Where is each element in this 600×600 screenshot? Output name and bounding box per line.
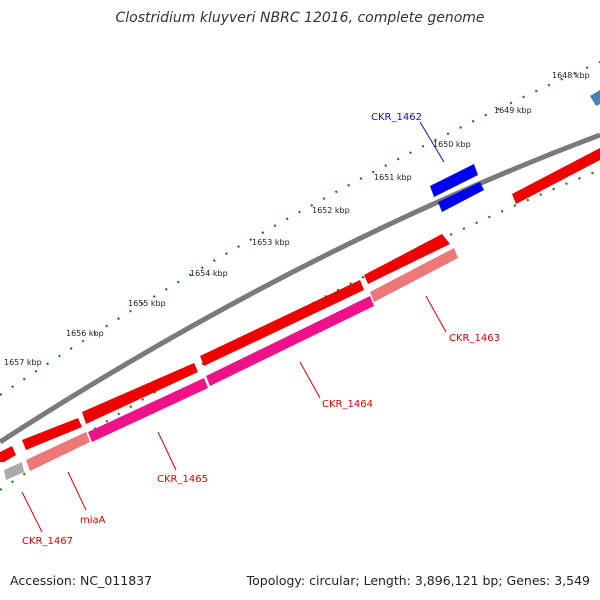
gene-arrow[interactable] [200,280,364,366]
leader-line [299,361,321,399]
gene-label[interactable]: CKR_1467 [22,536,73,547]
kbp-label: 1655 kbp [128,299,166,308]
gene-label[interactable]: CKR_1465 [157,474,208,485]
gene-arrow[interactable] [26,432,90,471]
leader-line [157,431,177,471]
gene-arrow[interactable] [438,182,484,212]
gene-arrow[interactable] [370,248,458,302]
leader-line [67,471,87,511]
forward-strand-genes [0,90,600,462]
gene-label[interactable]: CKR_1463 [449,333,500,344]
kbp-label: 1652 kbp [312,206,350,215]
kbp-label: 1656 kbp [66,329,104,338]
gene-label[interactable]: miaA [80,515,106,526]
kbp-labels: 1648 kbp 1649 kbp 1650 kbp 1651 kbp 1652… [4,71,590,367]
gene-arrow[interactable] [206,296,374,386]
leader-line [425,295,447,333]
leader-line [419,121,445,163]
outer-tick-track [0,60,600,396]
accession-text: Accession: NC_011837 [10,573,153,588]
gene-arrow[interactable] [364,234,450,284]
gene-label[interactable]: CKR_1464 [322,399,373,410]
kbp-label: 1648 kbp [552,71,590,80]
gene-label[interactable]: CKR_1462 [371,112,422,123]
gene-arrow[interactable] [82,363,198,424]
gene-arrow[interactable] [0,446,16,462]
gene-arrow[interactable] [4,462,24,480]
kbp-label: 1657 kbp [4,358,42,367]
gene-arrow[interactable] [590,90,600,106]
map-title: Clostridium kluyveri NBRC 12016, complet… [115,10,485,26]
kbp-label: 1651 kbp [374,173,412,182]
gene-labels: CKR_1462 CKR_1463 CKR_1464 CKR_1465 miaA… [21,112,500,547]
gene-arrow[interactable] [22,418,82,450]
gene-arrow[interactable] [512,148,600,204]
genome-summary-text: Topology: circular; Length: 3,896,121 bp… [246,573,590,588]
inner-tick-track [0,168,600,491]
reverse-strand-genes [4,248,458,480]
kbp-label: 1653 kbp [252,238,290,247]
kbp-label: 1649 kbp [494,106,532,115]
blue-genes [430,164,484,212]
leader-line [21,491,43,533]
genome-backbone [0,132,600,445]
gene-arrow[interactable] [430,164,478,197]
gene-arrow[interactable] [88,378,208,442]
kbp-label: 1654 kbp [190,269,228,278]
kbp-label: 1650 kbp [433,140,471,149]
